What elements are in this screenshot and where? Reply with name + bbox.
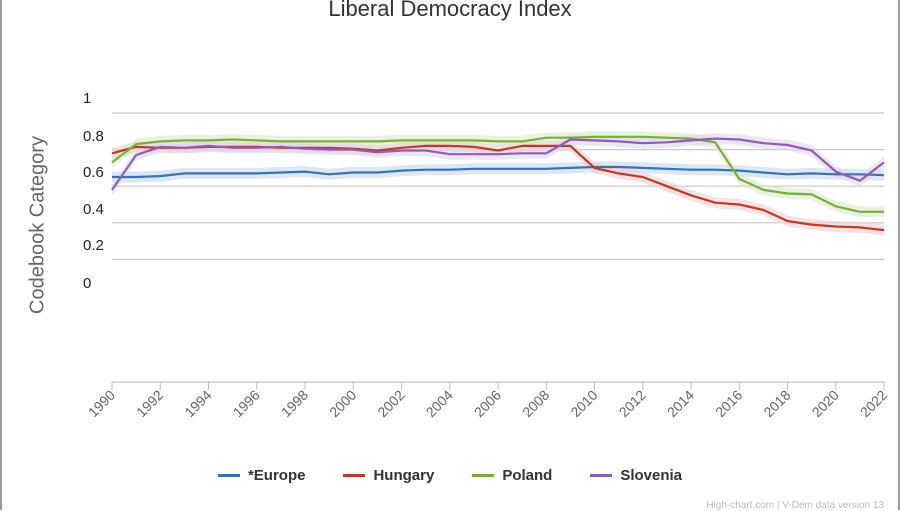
band-europe [112,161,884,183]
x-tick-label: 2008 [519,387,552,420]
y-tick-label: 0 [83,275,91,292]
x-tick-label: 2006 [471,387,504,420]
y-tick-label: 0.4 [83,201,104,218]
legend-swatch [343,474,366,477]
x-tick-label: 2016 [712,387,745,420]
x-tick-label: 2010 [567,387,600,420]
y-axis-ticks: 1 0.8 0.6 0.4 0.2 0 [83,90,104,292]
legend-swatch [590,474,613,477]
x-tick-label: 2002 [374,387,407,420]
x-tick-label: 1996 [230,387,263,420]
y-tick-label: 0.2 [83,237,104,254]
x-tick-label: 1992 [133,387,166,420]
legend-label: Poland [502,467,553,484]
x-tick-label: 2022 [857,387,890,420]
x-tick-label: 2004 [423,387,456,420]
frame-right-border [898,0,900,510]
legend-item-slovenia[interactable]: Slovenia [590,467,682,484]
series-lines [111,135,885,232]
legend: *Europe Hungary Poland Slovenia [0,467,900,484]
legend-label: *Europe [247,467,306,484]
x-axis: 1990 1992 1994 1996 1998 2000 2002 2004 2006 2008… [85,381,890,420]
x-tick-label: 1994 [181,387,214,420]
x-tick-label: 2020 [809,387,842,420]
legend-label: Hungary [373,467,435,484]
series-line-poland [111,135,884,213]
legend-swatch [472,474,495,477]
series-line-slovenia [111,137,885,191]
x-tick-label: 1998 [278,387,311,420]
legend-item-poland[interactable]: Poland [472,467,552,484]
x-tick-label: 2000 [326,387,359,420]
series-line-europe [112,165,885,179]
legend-item-europe[interactable]: *Europe [217,467,306,484]
y-tick-label: 0.8 [83,128,104,145]
y-tick-label: 0.6 [83,164,104,181]
legend-item-hungary[interactable]: Hungary [343,467,434,484]
x-tick-label: 2018 [760,387,793,420]
frame-left-border [0,0,2,510]
x-tick-label: 1990 [85,387,118,420]
chart-title: Liberal Democracy Index [328,0,572,21]
legend-label: Slovenia [620,467,683,484]
x-tick-label: 2014 [664,387,697,420]
x-tick-label: 2012 [616,387,649,420]
y-tick-label: 1 [83,90,91,107]
credits-text: High-chart.com | V-Dem data version 13 [706,500,884,511]
legend-swatch [217,474,240,477]
